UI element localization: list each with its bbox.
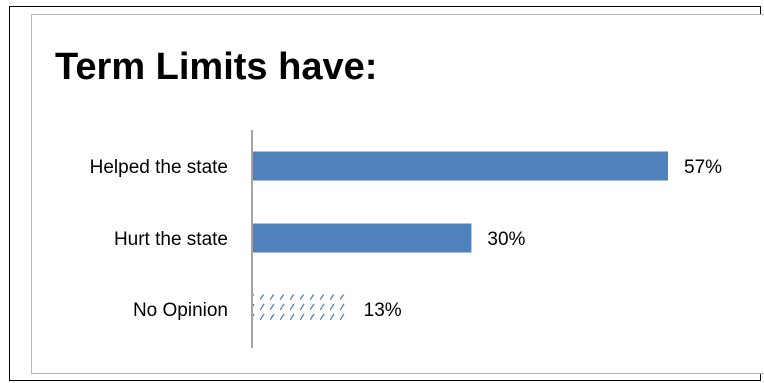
bar-hurt-the-state [253, 223, 472, 253]
value-label: 13% [364, 300, 402, 321]
chart-title: Term Limits have: [55, 46, 378, 88]
bar-helped-the-state [253, 151, 668, 181]
category-label: Hurt the state [114, 229, 228, 250]
value-label: 57% [684, 157, 722, 178]
chart-area [31, 14, 764, 374]
value-label: 30% [487, 229, 525, 250]
category-label: No Opinion [133, 300, 228, 321]
bar-no-opinion [253, 294, 348, 324]
category-label: Helped the state [90, 157, 228, 178]
